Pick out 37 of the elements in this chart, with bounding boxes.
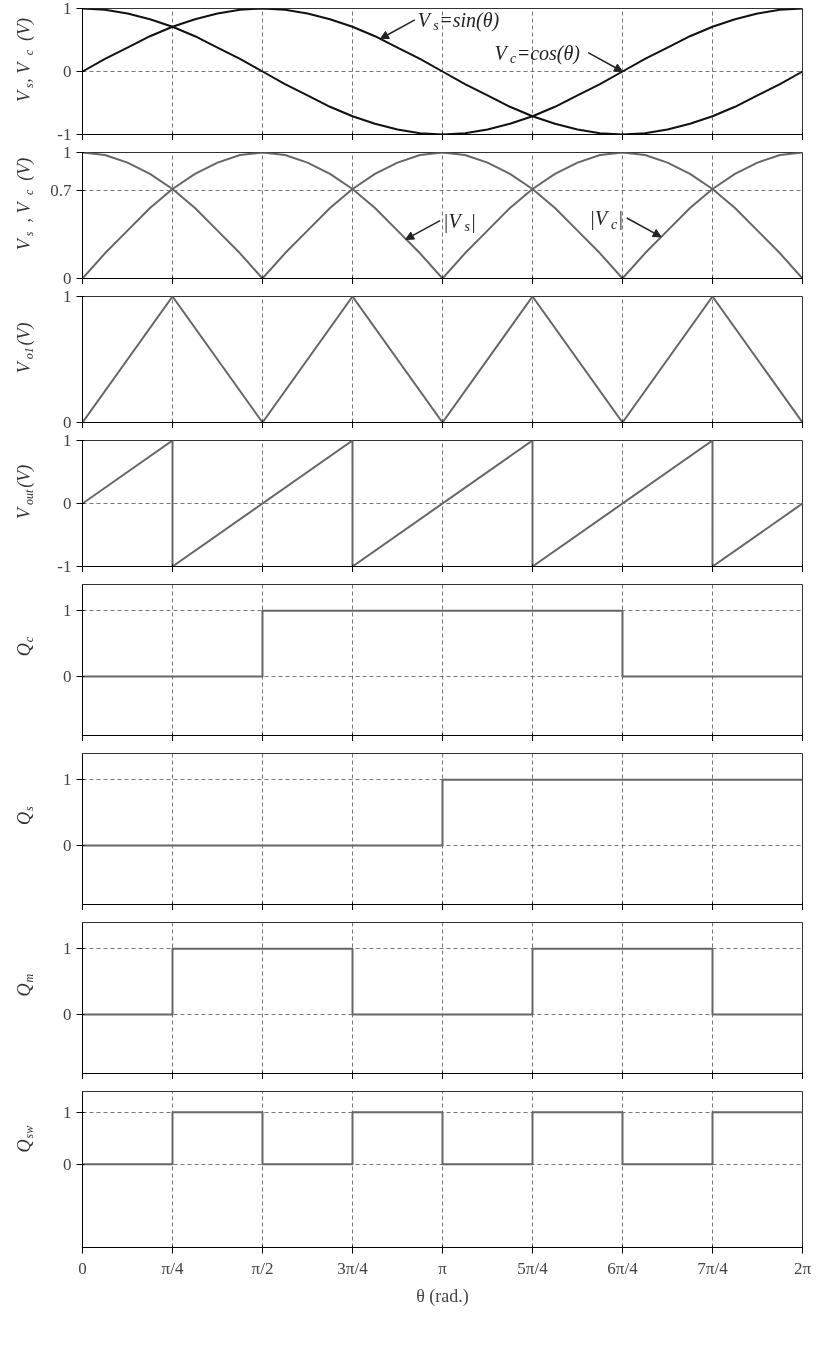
x-tick-label: 7π/4 [697,1258,729,1278]
x-axis-title: θ (rad.) [416,1285,469,1307]
x-tick-label: π/4 [161,1258,184,1278]
y-tick-label: 0 [63,666,72,686]
y-axis-title: Qs [13,805,36,825]
y-tick-label: 0 [63,413,72,432]
y-tick-label: 0 [63,494,72,513]
y-tick-label: 1 [63,143,72,162]
y-tick-label: 0.7 [50,180,72,200]
x-tick-label: 2π [793,1258,812,1278]
y-tick-label: 1 [63,0,72,18]
y-axis-title: Vs, Vc (V) [13,17,36,102]
y-tick-label: -1 [57,125,72,144]
y-axis-title: Vout(V) [13,464,36,520]
y-tick-label: 0 [63,269,72,288]
y-tick-label: 1 [63,770,72,790]
y-tick-label: 0 [63,62,72,81]
x-tick-label: 5π/4 [517,1258,549,1278]
y-axis-title: Qc [13,636,36,657]
x-tick-label: π/2 [251,1258,274,1278]
x-tick-label: 0 [78,1258,87,1278]
y-axis-title: Vo1(V) [13,322,36,374]
x-tick-label: 6π/4 [607,1258,639,1278]
y-tick-label: -1 [57,557,72,576]
y-tick-label: 0 [63,1004,72,1024]
y-tick-label: 1 [63,939,72,959]
x-tick-label: π [438,1258,448,1278]
y-tick-label: 0 [63,835,72,855]
y-tick-label: 1 [63,287,72,306]
y-tick-label: 1 [63,601,72,621]
y-axis-title: Qsw [13,1125,36,1153]
y-tick-label: 0 [63,1154,72,1174]
y-tick-label: 1 [63,1102,72,1122]
x-tick-label: 3π/4 [337,1258,369,1278]
y-axis-title: Vs , Vc (V) [13,157,36,251]
y-axis-title: Qm [13,973,36,997]
y-tick-label: 1 [63,431,72,450]
